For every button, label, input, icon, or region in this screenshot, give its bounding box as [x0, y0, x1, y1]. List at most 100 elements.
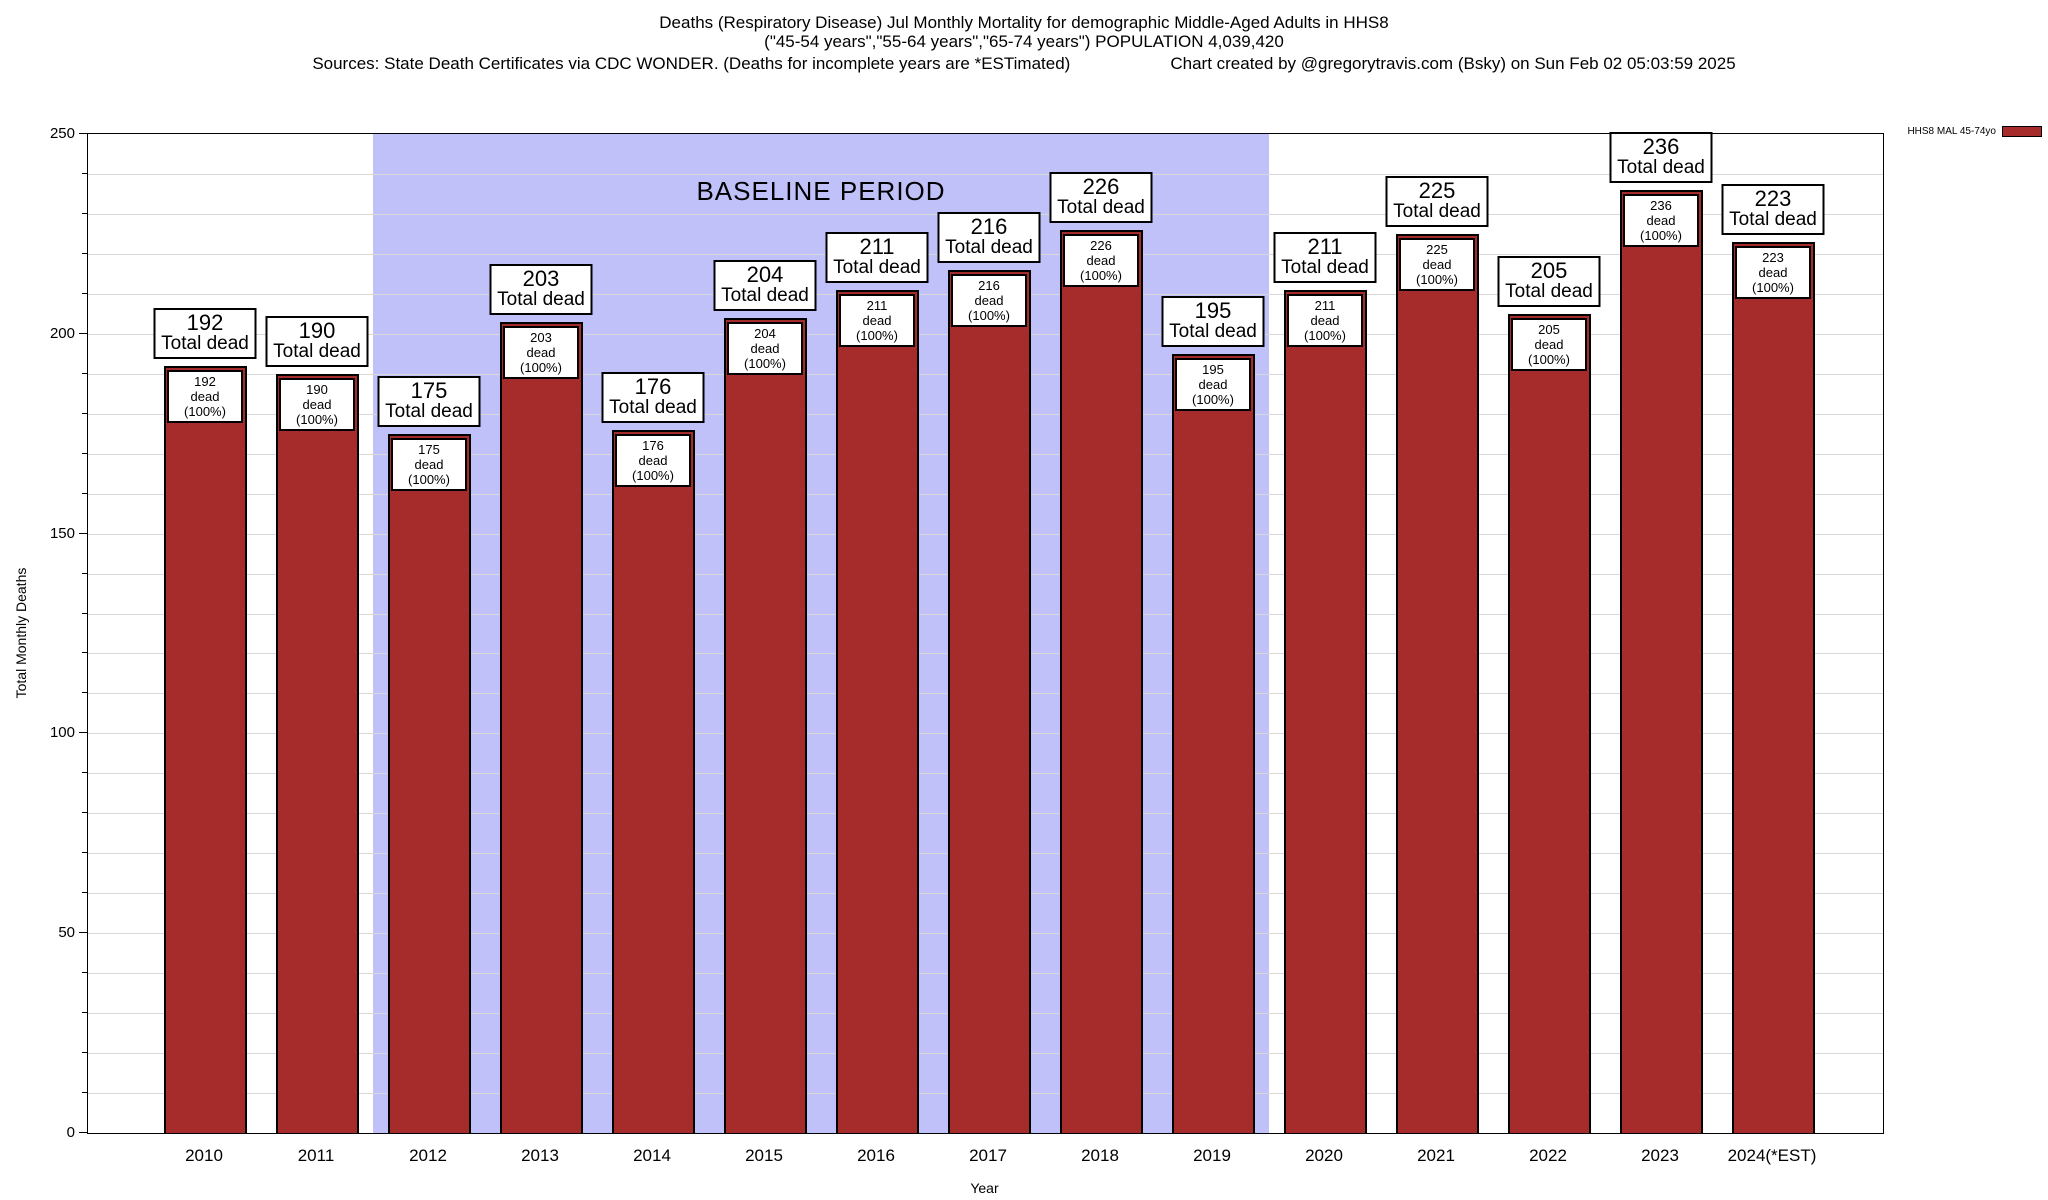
- y-axis-tick-label: 250: [49, 125, 75, 142]
- bar: [948, 270, 1031, 1133]
- x-axis-tick-label: 2014: [633, 1146, 671, 1165]
- bar-inner-value: 226: [1090, 238, 1112, 253]
- bar-total-label: 225 Total dead: [1385, 176, 1489, 227]
- bar-total-text: Total dead: [497, 289, 585, 310]
- y-axis-minor-tick: [82, 652, 87, 653]
- bar-inner-label: 211 dead (100%): [1287, 294, 1363, 347]
- y-axis-minor-tick: [82, 173, 87, 174]
- y-axis-minor-tick: [82, 453, 87, 454]
- bar: [1396, 234, 1479, 1133]
- x-axis-tick-label: 2017: [969, 1146, 1007, 1165]
- bar-inner-text: dead (100%): [1304, 313, 1346, 343]
- bar-inner-text: dead (100%): [408, 457, 450, 487]
- x-axis-tick-label: 2016: [857, 1146, 895, 1165]
- y-axis-minor-tick: [82, 812, 87, 813]
- bar-total-label: 192 Total dead: [153, 308, 257, 359]
- bar-inner-text: dead (100%): [1192, 377, 1234, 407]
- y-axis-major-tick: [79, 732, 87, 733]
- bar-inner-value: 203: [530, 330, 552, 345]
- x-axis-tick-label: 2019: [1193, 1146, 1231, 1165]
- bar-total-text: Total dead: [1729, 209, 1817, 230]
- x-axis-tick-label: 2018: [1081, 1146, 1119, 1165]
- bar-total-text: Total dead: [273, 341, 361, 362]
- bar-inner-value: 176: [642, 438, 664, 453]
- y-axis-major-tick: [79, 333, 87, 334]
- bar-total-value: 236: [1642, 134, 1680, 159]
- bar-inner-label: 216 dead (100%): [951, 274, 1027, 327]
- bar-inner-label: 205 dead (100%): [1511, 318, 1587, 371]
- chart-title-line2: ("45-54 years","55-64 years","65-74 year…: [764, 32, 1284, 51]
- bar-total-label: 175 Total dead: [377, 376, 481, 427]
- bar-inner-value: 195: [1202, 362, 1224, 377]
- bar-total-value: 190: [298, 318, 336, 343]
- legend: HHS8 MAL 45-74yo: [1907, 126, 2042, 137]
- bar: [612, 430, 695, 1133]
- bar-total-value: 175: [410, 378, 448, 403]
- y-axis-tick-label: 150: [49, 525, 75, 542]
- bar-inner-value: 204: [754, 326, 776, 341]
- y-axis-minor-tick: [82, 772, 87, 773]
- bar-inner-value: 223: [1762, 250, 1784, 265]
- x-axis-tick-label: 2011: [297, 1146, 335, 1165]
- bar-total-value: 211: [1307, 234, 1343, 259]
- bar-inner-label: 175 dead (100%): [391, 438, 467, 491]
- x-axis-tick-label: 2022: [1529, 1146, 1567, 1165]
- bar-inner-text: dead (100%): [1528, 337, 1570, 367]
- y-axis-minor-tick: [82, 213, 87, 214]
- y-axis-minor-tick: [82, 613, 87, 614]
- bar: [1732, 242, 1815, 1133]
- bar-inner-label: 195 dead (100%): [1175, 358, 1251, 411]
- bar-total-text: Total dead: [161, 333, 249, 354]
- bar-inner-text: dead (100%): [632, 453, 674, 483]
- y-axis-title: Total Monthly Deaths: [13, 567, 29, 699]
- bar-total-label: 236 Total dead: [1609, 132, 1713, 183]
- bar-total-value: 205: [1530, 258, 1568, 283]
- x-axis-title: Year: [970, 1180, 999, 1196]
- y-axis-minor-tick: [82, 852, 87, 853]
- plot-area: BASELINE PERIOD 192 Total dead 192 dead (10…: [87, 132, 1884, 1134]
- bar: [388, 434, 471, 1133]
- bar-inner-label: 204 dead (100%): [727, 322, 803, 375]
- bar: [1060, 230, 1143, 1133]
- bar: [164, 366, 247, 1133]
- bar-inner-label: 203 dead (100%): [503, 326, 579, 379]
- bar-inner-value: 175: [418, 442, 440, 457]
- bar-total-text: Total dead: [1617, 157, 1705, 178]
- baseline-period-label: BASELINE PERIOD: [696, 176, 946, 206]
- bar: [1172, 354, 1255, 1133]
- y-axis-major-tick: [79, 133, 87, 134]
- bar: [500, 322, 583, 1133]
- bar-inner-value: 211: [866, 298, 888, 313]
- bar-total-value: 211: [859, 234, 895, 259]
- bar: [1620, 190, 1703, 1133]
- bar-total-value: 216: [970, 214, 1008, 239]
- bar-total-text: Total dead: [1393, 201, 1481, 222]
- bar-total-text: Total dead: [385, 401, 473, 422]
- bar-inner-text: dead (100%): [184, 389, 226, 419]
- bar-total-label: 211 Total dead: [1273, 232, 1377, 283]
- bar-total-label: 226 Total dead: [1049, 172, 1153, 223]
- bar: [276, 374, 359, 1133]
- y-axis-minor-tick: [82, 253, 87, 254]
- bar-total-label: 195 Total dead: [1161, 296, 1265, 347]
- bar-total-label: 204 Total dead: [713, 260, 817, 311]
- bar-total-label: 223 Total dead: [1721, 184, 1825, 235]
- bar-total-value: 223: [1754, 186, 1792, 211]
- bar-inner-label: 192 dead (100%): [167, 370, 243, 423]
- y-axis-tick-label: 100: [49, 724, 75, 741]
- bar-inner-text: dead (100%): [296, 397, 338, 427]
- bar-inner-text: dead (100%): [1416, 257, 1458, 287]
- bar-total-label: 176 Total dead: [601, 372, 705, 423]
- bar-inner-text: dead (100%): [1752, 265, 1794, 295]
- bar-total-text: Total dead: [1505, 281, 1593, 302]
- bar-total-text: Total dead: [609, 397, 697, 418]
- x-axis-tick-label: 2015: [745, 1146, 783, 1165]
- bar-inner-label: 176 dead (100%): [615, 434, 691, 487]
- bar-total-text: Total dead: [1057, 197, 1145, 218]
- bar-total-text: Total dead: [833, 257, 921, 278]
- bar-inner-text: dead (100%): [744, 341, 786, 371]
- bar-total-text: Total dead: [945, 237, 1033, 258]
- x-axis-tick-label: 2024(*EST): [1727, 1146, 1817, 1165]
- bar-inner-label: 223 dead (100%): [1735, 246, 1811, 299]
